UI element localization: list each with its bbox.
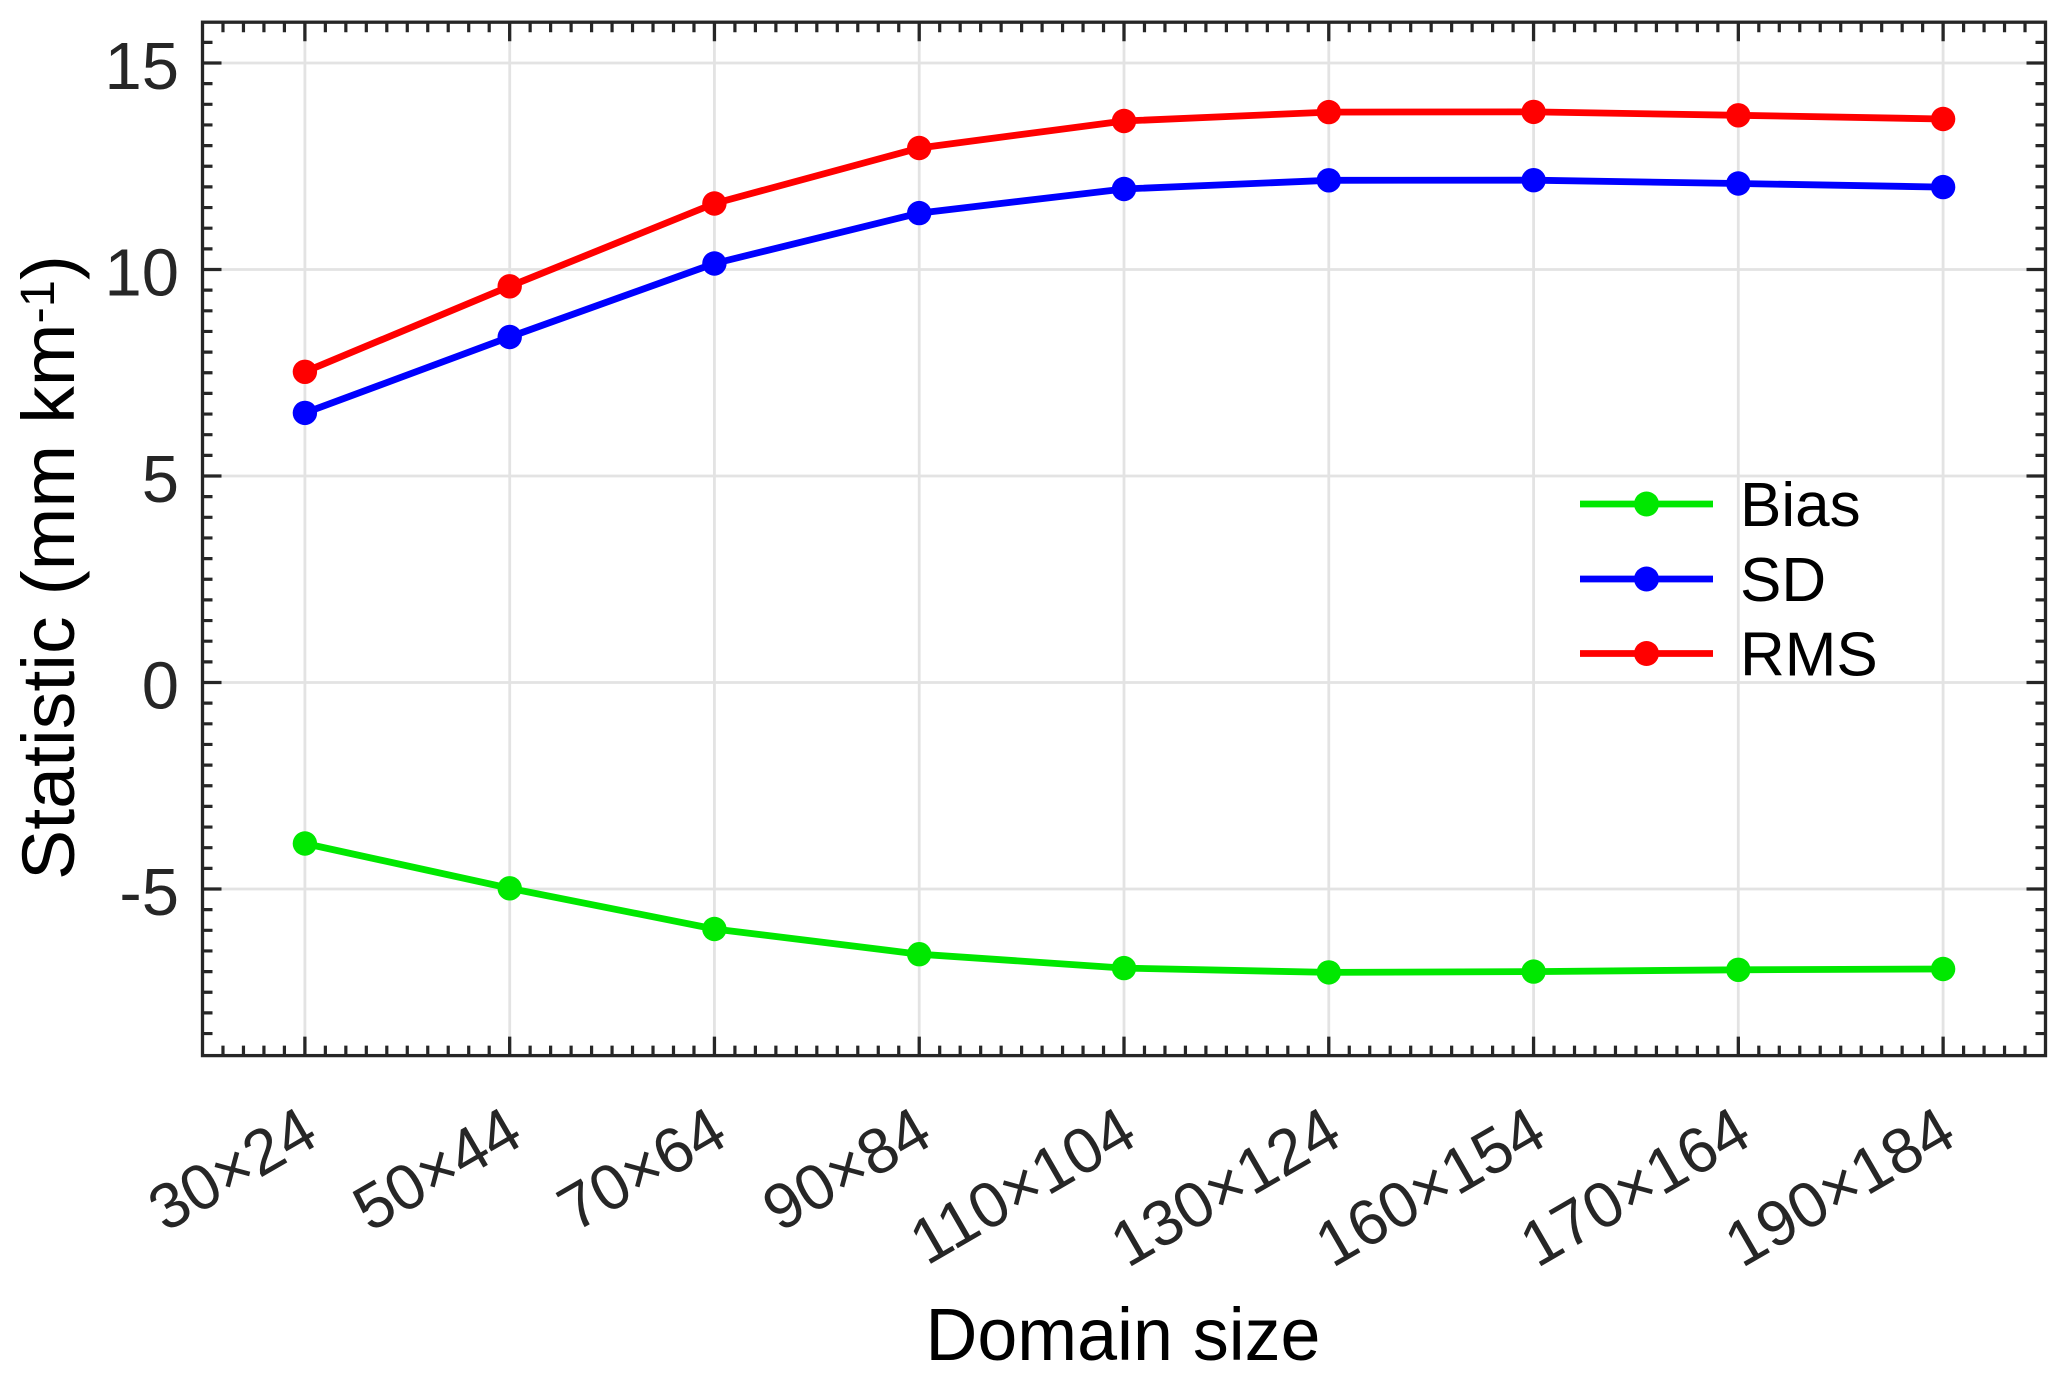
svg-text:Bias: Bias <box>1740 471 1861 540</box>
svg-text:10: 10 <box>104 236 179 311</box>
svg-text:5: 5 <box>142 442 179 517</box>
svg-text:RMS: RMS <box>1740 621 1878 690</box>
svg-text:-5: -5 <box>119 855 179 930</box>
svg-text:15: 15 <box>104 29 179 104</box>
svg-text:Domain size: Domain size <box>926 1293 1321 1376</box>
svg-text:0: 0 <box>142 649 179 724</box>
svg-text:SD: SD <box>1740 546 1826 615</box>
svg-text:Statistic (mm km-1): Statistic (mm km-1) <box>7 255 90 880</box>
